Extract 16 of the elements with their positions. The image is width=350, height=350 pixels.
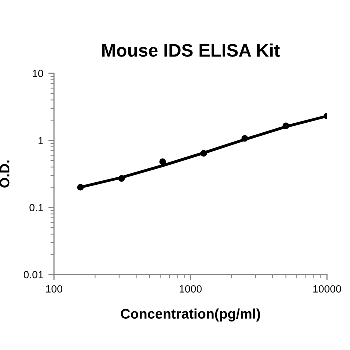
- point: [77, 184, 84, 191]
- chart-title: Mouse IDS ELISA Kit: [102, 44, 280, 58]
- y-axis-title: O.D.: [0, 160, 10, 188]
- x-tick-label: 1000: [180, 285, 202, 293]
- x-tick-label: 10000: [314, 285, 342, 293]
- x-tick-label: 100: [46, 285, 63, 293]
- point: [282, 122, 290, 130]
- x-axis-title: Concentration(pg/ml): [121, 308, 260, 322]
- point: [242, 135, 248, 142]
- y-tick-label: 1: [38, 137, 44, 144]
- point: [118, 175, 126, 182]
- y-tick-label: 0.01: [24, 271, 44, 279]
- y-tick-label: 10: [33, 70, 44, 78]
- y-tick-label: 0.1: [30, 204, 44, 212]
- point: [160, 158, 166, 166]
- point: [200, 150, 208, 157]
